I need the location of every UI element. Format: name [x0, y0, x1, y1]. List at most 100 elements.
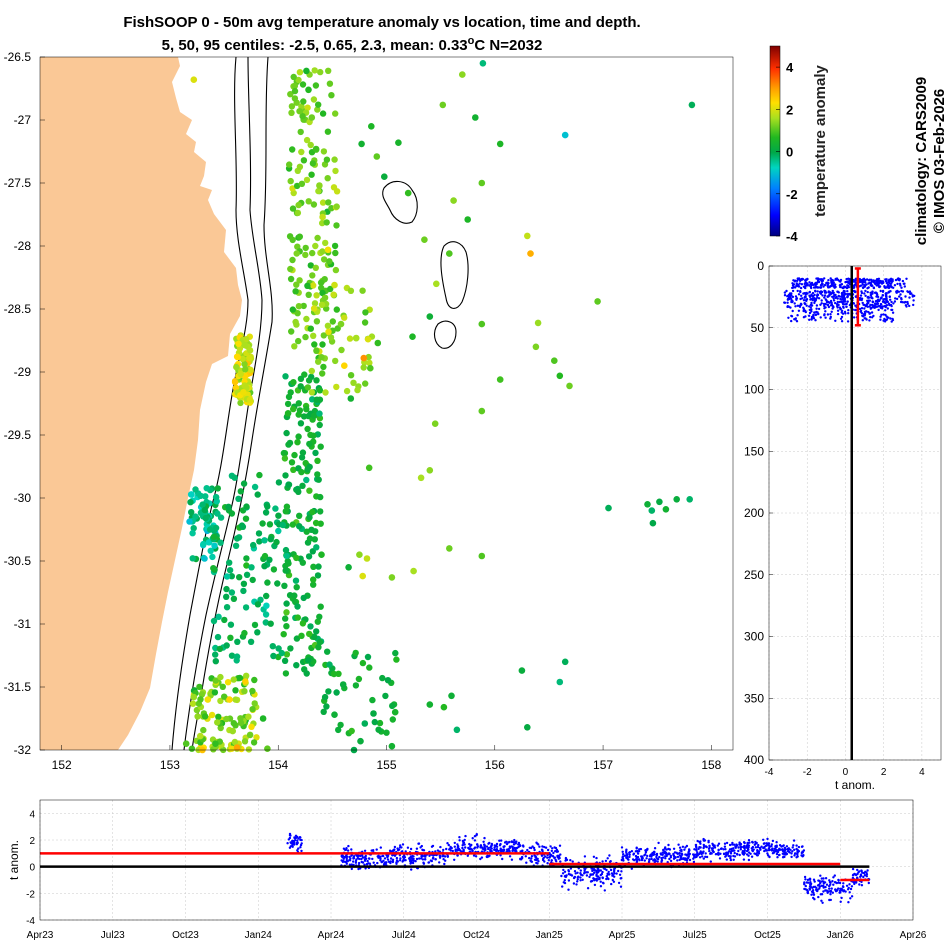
ts-dot — [733, 855, 737, 858]
ts-dot — [727, 850, 731, 853]
map-y-tick-label: -29 — [14, 365, 32, 379]
ts-dot — [724, 848, 727, 851]
ts-dot — [363, 849, 367, 852]
ts-dot — [415, 857, 419, 861]
ts-dot — [485, 845, 489, 848]
map-dot — [448, 692, 455, 700]
ts-dot — [696, 851, 699, 854]
ts-dot — [678, 846, 682, 849]
map-dot — [324, 322, 332, 329]
ts-dot — [766, 852, 769, 855]
ts-dot — [348, 863, 352, 866]
ts-dot — [672, 853, 675, 857]
depth-dot — [785, 289, 788, 293]
ts-dot — [579, 876, 582, 879]
depth-dot — [819, 316, 822, 319]
ts-x-tick-label: Jul23 — [101, 930, 125, 941]
ts-dot — [775, 841, 778, 844]
ts-dot — [838, 881, 842, 885]
ts-dot — [732, 847, 735, 850]
depth-dot — [798, 282, 801, 285]
map-dot — [188, 491, 195, 498]
ts-dot — [807, 881, 810, 884]
ts-dot — [535, 858, 539, 861]
ts-dot — [372, 861, 375, 864]
ts-dot — [745, 849, 749, 853]
ts-dot — [829, 898, 832, 902]
ts-dot — [506, 850, 509, 853]
map-dot — [303, 176, 311, 184]
map-dot — [304, 466, 311, 473]
map-y-tick-label: -26.5 — [4, 50, 32, 64]
depth-dot — [783, 294, 787, 297]
ts-dot — [530, 857, 533, 860]
map-dot — [306, 514, 313, 521]
ts-dot — [593, 878, 596, 882]
map-dot — [266, 521, 274, 528]
depth-dot — [808, 284, 811, 287]
ts-dot — [604, 859, 608, 863]
map-dot — [478, 320, 486, 328]
map-dot — [287, 275, 295, 283]
map-dot — [279, 521, 287, 529]
ts-dot — [620, 870, 623, 873]
depth-dot — [847, 309, 850, 312]
map-dot — [337, 320, 345, 328]
ts-dot — [605, 875, 608, 878]
map-dot — [243, 503, 250, 510]
depth-y-tick-label: 350 — [744, 691, 764, 705]
title-degree-mark: o — [468, 35, 475, 47]
ts-dot — [848, 891, 851, 894]
ts-dot — [791, 850, 794, 853]
ts-dot — [849, 887, 853, 891]
ts-dot — [428, 854, 431, 857]
ts-dot — [463, 843, 466, 846]
ts-dot — [656, 860, 659, 863]
ts-dot — [663, 847, 667, 850]
ts-dot — [825, 883, 829, 886]
map-dot — [359, 572, 367, 580]
ts-dot — [717, 848, 720, 852]
map-dot — [339, 681, 347, 688]
ts-dot — [711, 842, 714, 845]
ts-dot — [458, 839, 461, 842]
map-dot — [346, 335, 354, 342]
ts-dot — [833, 874, 836, 877]
map-dot — [197, 696, 204, 703]
depth-dot — [831, 289, 834, 293]
ts-dot — [709, 860, 712, 863]
ts-dot — [785, 845, 789, 848]
map-dot — [352, 334, 360, 342]
ts-dot — [811, 886, 814, 889]
map-dot — [283, 609, 290, 616]
map-dot — [292, 318, 299, 326]
ts-dot — [560, 874, 563, 878]
map-dot — [333, 306, 340, 313]
ts-dot — [342, 857, 345, 860]
ts-dot — [708, 849, 711, 853]
ts-dot — [595, 879, 598, 882]
map-y-tick-label: -28 — [14, 239, 32, 253]
depth-dot — [887, 302, 891, 305]
ts-dot — [639, 847, 643, 851]
map-dot — [225, 503, 232, 510]
ts-y-tick-label: -4 — [26, 916, 35, 927]
depth-x-tick-label: 2 — [881, 767, 887, 778]
ts-dot — [739, 848, 742, 851]
ts-dot — [592, 877, 595, 880]
ts-dot — [684, 857, 687, 860]
map-dot — [332, 167, 339, 175]
ts-dot — [505, 842, 509, 846]
map-dot — [325, 199, 332, 206]
depth-dot — [829, 299, 833, 303]
map-dot — [312, 519, 320, 527]
depth-dot — [903, 285, 906, 288]
map-dot — [246, 731, 254, 739]
map-dot — [316, 410, 323, 417]
map-x-axis-ticks: 152 153 154 155 156 157 158 — [52, 745, 722, 772]
ts-dot — [788, 851, 791, 854]
map-dot — [319, 289, 326, 297]
map-x-tick-label: 156 — [485, 758, 505, 772]
depth-dot — [875, 292, 878, 295]
map-dot — [206, 526, 214, 533]
